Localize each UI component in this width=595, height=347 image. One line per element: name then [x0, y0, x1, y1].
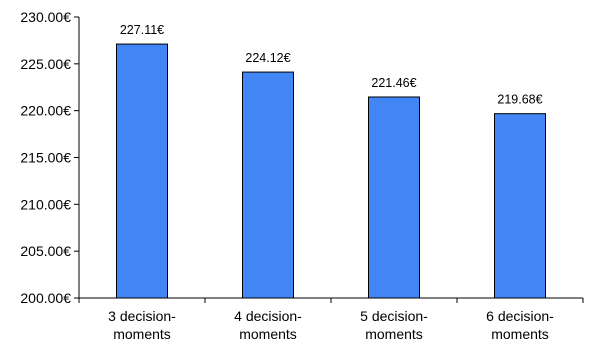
y-tick-label: 210.00€	[20, 196, 71, 212]
x-category-label: 3 decision-	[108, 308, 176, 324]
x-category-label: 6 decision-	[486, 308, 554, 324]
y-tick-label: 225.00€	[20, 56, 71, 72]
x-category-label: moments	[491, 326, 549, 342]
bar	[494, 113, 546, 299]
y-tick-label: 220.00€	[20, 103, 71, 119]
x-axis: 3 decision-moments 4 decision-moments 5 de…	[78, 297, 584, 342]
x-category-label: 4 decision-	[234, 308, 302, 324]
bar	[116, 43, 168, 299]
x-category-label: 5 decision-	[360, 308, 428, 324]
y-tick-label: 215.00€	[20, 150, 71, 166]
y-tick-label: 205.00€	[20, 243, 71, 259]
x-category-label: moments	[239, 326, 297, 342]
x-category-label: moments	[365, 326, 423, 342]
bar	[242, 71, 294, 299]
data-labels: 227.11€ 224.12€ 221.46€ 219.68€	[120, 23, 543, 107]
bars	[116, 43, 546, 299]
bar-value-label: 219.68€	[497, 93, 542, 107]
y-tick-label: 200.00€	[20, 290, 71, 306]
y-axis: 200.00€ 205.00€ 210.00€ 215.00€ 220.00€ 225.0…	[20, 9, 80, 306]
bar	[368, 96, 420, 299]
bar-value-label: 227.11€	[120, 23, 164, 37]
bar-value-label: 221.46€	[371, 76, 416, 90]
bar-value-label: 224.12€	[245, 51, 290, 65]
y-tick-label: 230.00€	[20, 9, 71, 25]
x-category-label: moments	[113, 326, 171, 342]
